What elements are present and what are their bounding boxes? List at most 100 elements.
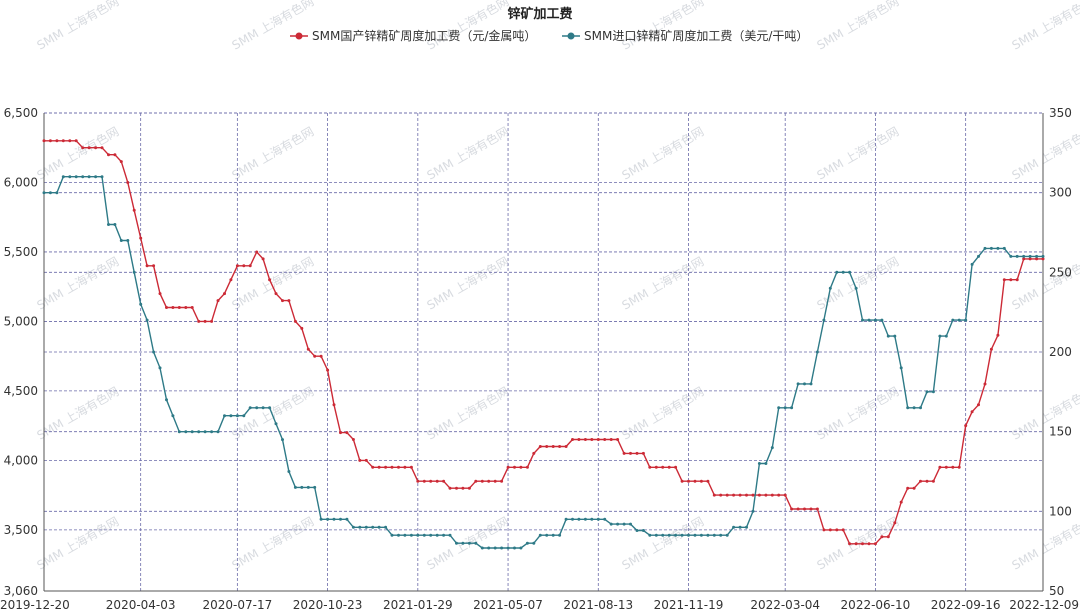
data-point-0 bbox=[397, 465, 400, 469]
data-point-1 bbox=[442, 533, 446, 537]
data-point-1 bbox=[113, 223, 117, 226]
data-point-1 bbox=[635, 529, 639, 532]
axes: 3,060 3,500 4,000 4,500 5,000 5,500 6,000 6,500… bbox=[0, 106, 1079, 612]
legend-label-0: SMM国产锌精矿周度加工费（元/金属吨） bbox=[312, 28, 536, 43]
data-point-1 bbox=[886, 334, 890, 338]
data-point-0 bbox=[964, 424, 968, 428]
watermark-text: SMM 上海有色网 bbox=[34, 254, 121, 313]
data-point-0 bbox=[1028, 257, 1032, 261]
data-point-0 bbox=[525, 465, 529, 469]
data-point-1 bbox=[957, 318, 961, 322]
data-point-1 bbox=[1022, 254, 1026, 258]
data-point-0 bbox=[1009, 278, 1013, 282]
data-point-1 bbox=[603, 517, 607, 521]
data-point-1 bbox=[255, 406, 259, 410]
data-point-1 bbox=[158, 366, 162, 370]
data-point-1 bbox=[667, 533, 671, 537]
data-point-0 bbox=[822, 528, 826, 532]
data-point-0 bbox=[828, 528, 832, 532]
data-point-1 bbox=[931, 390, 935, 394]
data-point-0 bbox=[712, 493, 716, 497]
data-point-0 bbox=[210, 319, 214, 323]
data-point-0 bbox=[48, 139, 52, 143]
data-point-0 bbox=[957, 465, 961, 469]
data-point-1 bbox=[126, 239, 130, 242]
data-point-1 bbox=[152, 350, 156, 354]
data-point-0 bbox=[132, 208, 136, 212]
data-point-1 bbox=[435, 533, 439, 537]
watermark-text: SMM 上海有色网 bbox=[424, 254, 511, 313]
data-point-1 bbox=[609, 522, 613, 526]
data-point-1 bbox=[119, 239, 123, 242]
data-point-1 bbox=[777, 406, 781, 410]
data-point-1 bbox=[100, 175, 104, 179]
data-point-1 bbox=[674, 533, 678, 537]
data-point-1 bbox=[970, 262, 974, 266]
data-point-1 bbox=[384, 525, 388, 529]
data-point-1 bbox=[319, 517, 323, 521]
data-point-0 bbox=[313, 354, 317, 358]
data-point-1 bbox=[1009, 254, 1013, 258]
y-right-tick-label: 350 bbox=[1049, 106, 1072, 120]
data-point-1 bbox=[455, 541, 458, 545]
data-point-0 bbox=[300, 326, 304, 330]
data-point-0 bbox=[925, 479, 929, 483]
data-point-1 bbox=[719, 533, 723, 537]
watermark-text: SMM 上海有色网 bbox=[1009, 0, 1080, 53]
data-point-0 bbox=[139, 236, 143, 240]
data-point-1 bbox=[1015, 254, 1019, 258]
data-point-1 bbox=[506, 546, 510, 550]
x-tick-label: 2020-04-03 bbox=[106, 598, 176, 612]
data-point-0 bbox=[197, 319, 201, 323]
data-point-1 bbox=[738, 525, 742, 529]
watermark-text: SMM 上海有色网 bbox=[424, 0, 511, 53]
data-point-1 bbox=[364, 525, 368, 529]
watermark-text: SMM 上海有色网 bbox=[1009, 124, 1080, 183]
data-point-0 bbox=[306, 347, 310, 351]
data-point-0 bbox=[745, 493, 748, 497]
data-point-0 bbox=[751, 493, 755, 497]
data-point-1 bbox=[564, 517, 568, 521]
data-point-0 bbox=[616, 438, 620, 441]
data-point-1 bbox=[268, 406, 272, 410]
data-point-0 bbox=[577, 438, 581, 441]
data-point-0 bbox=[268, 278, 272, 282]
x-tick-label: 2022-12-09 bbox=[1009, 598, 1079, 612]
data-point-0 bbox=[87, 146, 91, 150]
data-point-0 bbox=[654, 465, 658, 469]
data-point-1 bbox=[216, 430, 220, 434]
data-point-1 bbox=[835, 270, 839, 274]
x-tick-label: 2019-12-20 bbox=[0, 598, 70, 612]
data-point-1 bbox=[571, 517, 574, 521]
watermark-text: SMM 上海有色网 bbox=[619, 124, 706, 183]
legend-marker-0 bbox=[295, 32, 303, 40]
data-point-0 bbox=[783, 493, 787, 497]
data-point-0 bbox=[815, 507, 819, 511]
data-point-1 bbox=[764, 462, 768, 465]
data-point-0 bbox=[435, 479, 439, 483]
watermark-text: SMM 上海有色网 bbox=[814, 384, 901, 443]
data-point-0 bbox=[841, 528, 845, 532]
data-point-0 bbox=[377, 465, 381, 469]
data-point-1 bbox=[416, 533, 420, 537]
data-point-0 bbox=[951, 465, 955, 469]
data-point-1 bbox=[190, 430, 194, 434]
data-point-1 bbox=[248, 406, 252, 410]
data-point-0 bbox=[126, 181, 130, 184]
data-point-1 bbox=[757, 462, 761, 465]
data-point-1 bbox=[809, 382, 813, 386]
data-point-1 bbox=[429, 533, 433, 537]
legend-label-1: SMM进口锌精矿周度加工费（美元/干吨） bbox=[584, 28, 808, 43]
data-point-1 bbox=[339, 517, 342, 521]
data-point-0 bbox=[326, 368, 330, 372]
data-point-1 bbox=[861, 318, 864, 322]
data-point-0 bbox=[899, 500, 903, 504]
data-point-0 bbox=[938, 465, 942, 469]
data-point-1 bbox=[1041, 254, 1045, 258]
data-point-0 bbox=[809, 507, 813, 511]
data-point-1 bbox=[783, 406, 787, 410]
data-point-0 bbox=[1002, 278, 1006, 282]
data-point-1 bbox=[519, 546, 523, 550]
data-point-0 bbox=[371, 465, 375, 469]
legend-marker-1 bbox=[567, 32, 575, 40]
